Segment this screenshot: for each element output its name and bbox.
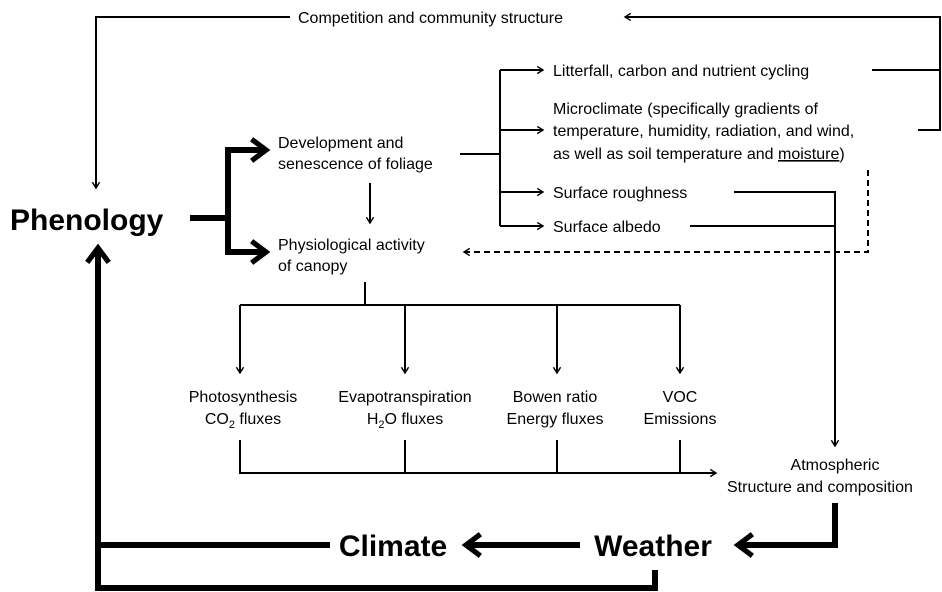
- connectors: [85, 12, 941, 591]
- label: Litterfall, carbon and nutrient cycling: [553, 63, 809, 80]
- label: Atmospheric: [791, 457, 880, 474]
- flux-label: Evapotranspiration: [338, 389, 471, 406]
- label-part: ): [839, 146, 844, 163]
- label: Microclimate (specifically gradients of: [553, 101, 819, 118]
- label: temperature, humidity, radiation, and wi…: [553, 123, 854, 140]
- label: of canopy: [278, 258, 347, 275]
- flux-label: Bowen ratio: [513, 389, 598, 406]
- label-part: H: [367, 411, 379, 428]
- label: Competition and community structure: [298, 10, 563, 27]
- flux-label: H2O fluxes: [367, 411, 443, 431]
- flux-label: Emissions: [644, 411, 717, 428]
- label: Development and: [278, 135, 403, 152]
- label-part: 2: [229, 419, 235, 431]
- label-part: Emissions: [644, 411, 717, 428]
- label-part: as well as soil temperature and: [553, 146, 778, 163]
- label: senescence of foliage: [278, 156, 433, 173]
- label-part: CO: [205, 411, 229, 428]
- flux-label: Energy fluxes: [507, 411, 604, 428]
- label: as well as soil temperature and moisture…: [553, 146, 845, 163]
- label: Structure and composition: [727, 479, 913, 496]
- label-part: Energy fluxes: [507, 411, 604, 428]
- climate: Climate: [339, 530, 447, 563]
- phenology: Phenology: [10, 204, 164, 237]
- label: Surface roughness: [553, 185, 687, 202]
- label: Surface albedo: [553, 219, 661, 236]
- label-part: 2: [378, 419, 384, 431]
- label: Physiological activity: [278, 237, 425, 254]
- weather: Weather: [594, 530, 712, 563]
- flux-label: VOC: [663, 389, 698, 406]
- label-part: O fluxes: [385, 411, 444, 428]
- flux-label: CO2 fluxes: [205, 411, 281, 431]
- flux-label: Photosynthesis: [189, 389, 298, 406]
- label-part: moisture: [778, 146, 839, 163]
- label-part: fluxes: [235, 411, 281, 428]
